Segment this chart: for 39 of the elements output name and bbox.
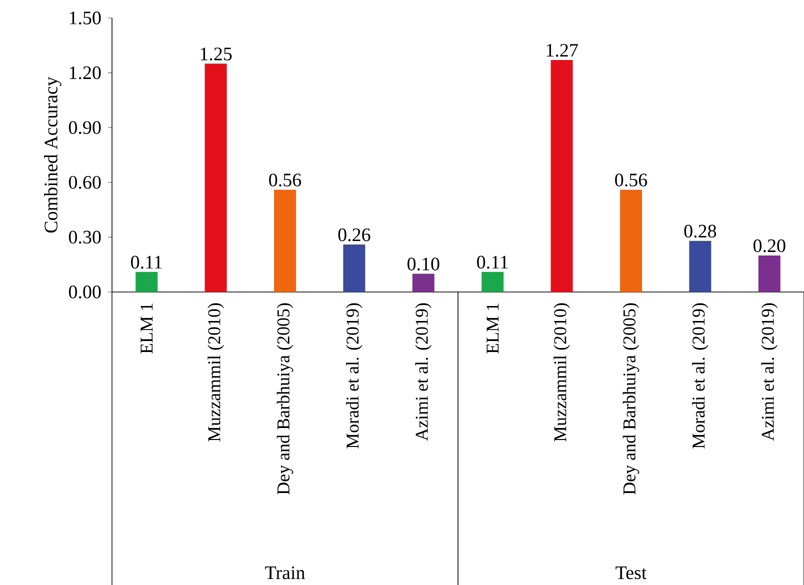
data-label: 0.56 — [269, 174, 302, 186]
data-label: 0.26 — [338, 228, 370, 242]
bar — [204, 64, 227, 292]
bar — [482, 272, 504, 292]
bar — [550, 60, 573, 292]
y-tick-label: 0.60 — [68, 176, 101, 189]
y-axis-title: Combined Accuracy — [44, 76, 62, 233]
bar — [274, 190, 296, 292]
data-label: 0.10 — [408, 258, 440, 271]
data-label: 0.11 — [131, 256, 162, 269]
y-tick-label: 0.30 — [68, 230, 101, 244]
x-tick-label: Dey and Barbhuiya (2005) — [622, 303, 640, 494]
text: Train — [265, 566, 305, 580]
y-tick-label: 1.50 — [70, 12, 101, 24]
bar — [620, 190, 642, 292]
bar — [412, 274, 434, 292]
x-tick-label: ELM 1 — [486, 304, 499, 354]
y-tick-label: 0.90 — [68, 121, 101, 134]
bar — [343, 244, 366, 292]
bar — [758, 255, 780, 292]
y-tick-label: 1.20 — [70, 66, 101, 80]
data-label: 1.25 — [200, 48, 232, 60]
x-tick-label: Muzzammil (2010) — [554, 303, 570, 442]
x-tick-label: Moradi et al. (2019) — [346, 303, 362, 448]
x-tick-label: ELM 1 — [140, 304, 153, 354]
data-label: 0.56 — [615, 174, 648, 186]
data-label: 0.20 — [754, 239, 786, 252]
bar — [136, 272, 158, 292]
data-label: 1.27 — [546, 44, 578, 57]
x-tick-label: Moradi et al. (2019) — [692, 303, 708, 448]
text: Test — [616, 566, 647, 580]
y-tick-label: 0.00 — [68, 286, 101, 298]
data-label: 0.11 — [477, 256, 508, 269]
x-tick-label: Azimi et al. (2019) — [761, 303, 778, 441]
x-tick-label: Azimi et al. (2019) — [415, 303, 432, 441]
bar — [689, 240, 712, 292]
data-label: 0.28 — [684, 224, 716, 238]
x-tick-label: Dey and Barbhuiya (2005) — [276, 303, 294, 494]
x-tick-label: Muzzammil (2010) — [208, 303, 224, 442]
